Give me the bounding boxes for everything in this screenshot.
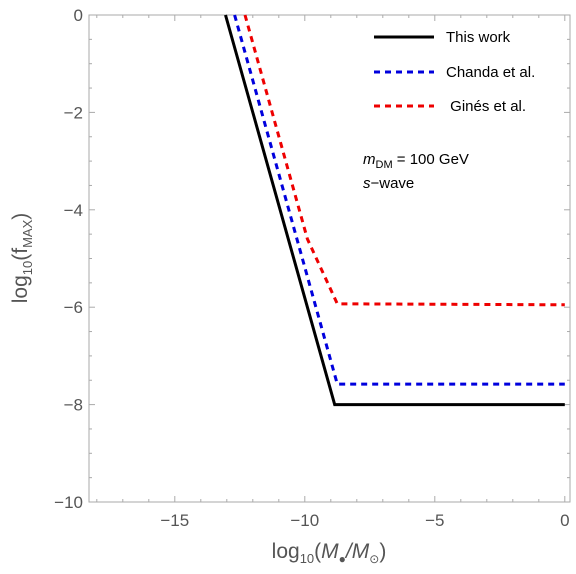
x-tick-label: −15 (160, 511, 189, 530)
annotation-dm-mass: mDM = 100 GeV (363, 151, 469, 171)
x-tick-label: −5 (425, 511, 444, 530)
series-line-2 (243, 14, 565, 307)
series-layer (224, 14, 565, 407)
y-tick-label: −2 (64, 103, 83, 122)
x-tick-label: −10 (290, 511, 319, 530)
legend-label-chanda: Chanda et al. (446, 64, 535, 81)
y-tick-label: −6 (64, 298, 83, 317)
y-tick-label: 0 (74, 6, 83, 25)
y-tick-label: −10 (54, 493, 83, 512)
legend-label-this-work: This work (446, 29, 511, 46)
annotation-s-wave: s−wave (363, 175, 414, 192)
x-axis-ticks: −15 −10 −5 0 (96, 15, 570, 530)
x-axis-title: log10(M●/M⊙) (272, 540, 387, 566)
legend-label-gines: Ginés et al. (446, 98, 526, 115)
annotation: mDM = 100 GeV s−wave (363, 151, 469, 192)
y-axis-ticks: 0 −2 −4 −6 −8 −10 (54, 6, 570, 512)
x-tick-label: 0 (560, 511, 569, 530)
series-line-0 (224, 14, 565, 407)
legend: This work Chanda et al. Ginés et al. (374, 29, 535, 115)
y-tick-label: −4 (64, 201, 83, 220)
y-tick-label: −8 (64, 396, 83, 415)
plot-frame (88, 14, 571, 503)
y-axis-title: log10(fMAX) (9, 213, 35, 304)
